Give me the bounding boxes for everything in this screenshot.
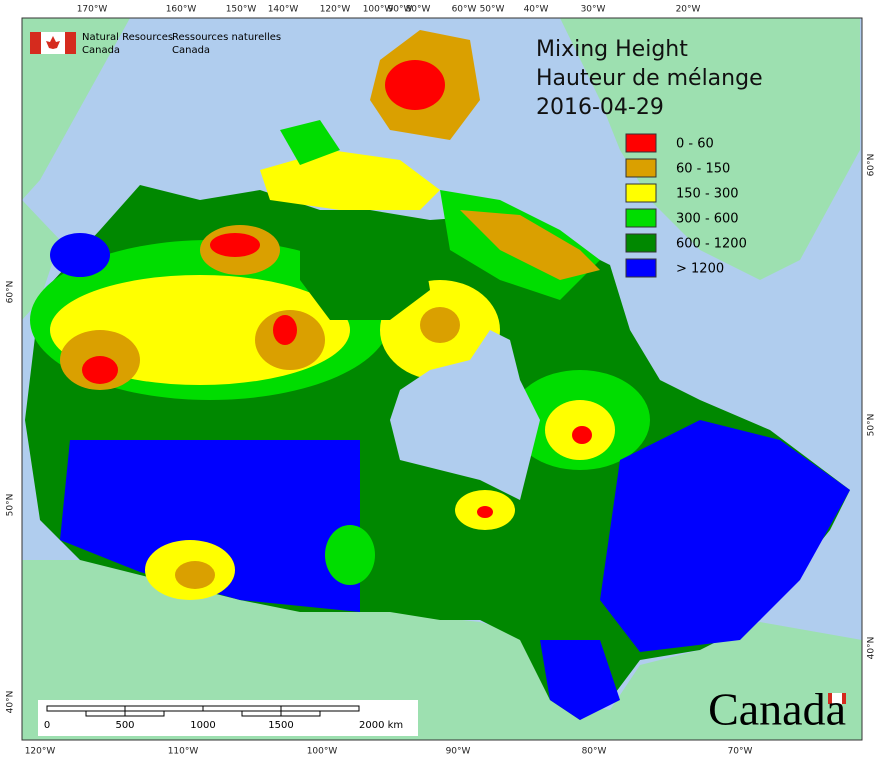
- scale-label: 2000 km: [359, 720, 403, 731]
- lon-label: 160°W: [166, 5, 197, 15]
- lon-label: 150°W: [226, 5, 257, 15]
- legend-label: > 1200: [676, 262, 724, 277]
- legend-swatch: [625, 158, 657, 178]
- zone: [210, 233, 260, 257]
- scale-seg: [241, 710, 282, 717]
- lon-label: 40°W: [524, 5, 549, 15]
- lon-label: 90°W: [388, 5, 413, 15]
- legend-swatch: [625, 208, 657, 228]
- zone: [460, 210, 600, 280]
- flag-band: [65, 32, 76, 54]
- scale-seg: [202, 705, 282, 712]
- flag-band: [842, 693, 846, 704]
- alaska: [22, 18, 130, 200]
- lon-label: 20°W: [676, 5, 701, 15]
- zone: [385, 60, 445, 110]
- zone: [600, 420, 850, 652]
- zone: [273, 315, 297, 345]
- map: [22, 18, 862, 740]
- scale-seg: [280, 705, 360, 712]
- legend-swatch: [625, 233, 657, 253]
- legend-label: 600 - 1200: [676, 237, 747, 252]
- lon-label: 100°W: [307, 747, 338, 757]
- zone: [60, 440, 360, 612]
- title-line: Mixing Height: [536, 37, 688, 62]
- lon-label: 80°W: [406, 5, 431, 15]
- scale-seg: [85, 710, 126, 717]
- zone: [572, 426, 592, 444]
- zone: [477, 506, 493, 518]
- scale-label: 1500: [268, 720, 293, 731]
- frame: [21, 17, 863, 741]
- lon-label: 120°W: [320, 5, 351, 15]
- legend-label: 0 - 60: [676, 137, 714, 152]
- zone: [325, 525, 375, 585]
- lon-label: 120°W: [25, 747, 56, 757]
- lon-label: 170°W: [77, 5, 108, 15]
- title-line: Hauteur de mélange: [536, 66, 763, 91]
- lon-label: 100°W: [363, 5, 394, 15]
- island: [260, 150, 440, 210]
- lon-label: 140°W: [268, 5, 299, 15]
- lon-label: 60°W: [452, 5, 477, 15]
- lon-label: 110°W: [168, 747, 199, 757]
- scale-label: 1000: [190, 720, 215, 731]
- island: [300, 210, 430, 320]
- legend-swatch: [625, 183, 657, 203]
- zone: [175, 561, 215, 589]
- agency-fr: Ressources naturelles: [172, 32, 281, 43]
- agency-en: Canada: [82, 45, 120, 56]
- wordmark-flag: [828, 693, 846, 704]
- lon-label: 70°W: [728, 747, 753, 757]
- flag-band: [30, 32, 41, 54]
- island: [280, 120, 340, 165]
- title: Mixing Height Hauteur de mélange 2016-04-2…: [536, 37, 763, 120]
- scale-label: 0: [44, 720, 50, 731]
- agency-en: Natural Resources: [82, 32, 173, 43]
- zone: [82, 356, 118, 384]
- lat-label: 40°N: [867, 637, 877, 660]
- scale-bar: 0 500 1000 1500 2000 km: [38, 700, 418, 736]
- zone: [540, 640, 620, 720]
- lon-label: 90°W: [446, 747, 471, 757]
- maple-leaf: [46, 36, 60, 49]
- agency-fr: Canada: [172, 45, 210, 56]
- scale-seg: [124, 705, 204, 712]
- legend-label: 150 - 300: [676, 187, 739, 202]
- lat-label: 50°N: [867, 414, 877, 437]
- lon-label: 30°W: [581, 5, 606, 15]
- legend-label: 300 - 600: [676, 212, 739, 227]
- title-line: 2016-04-29: [536, 95, 664, 120]
- zone: [420, 307, 460, 343]
- hudson-bay: [390, 330, 540, 500]
- lon-label: 80°W: [582, 747, 607, 757]
- lat-label: 60°N: [867, 154, 877, 177]
- alaska-south: [22, 200, 60, 320]
- lat-label: 60°N: [6, 281, 16, 304]
- legend-swatch: [625, 258, 657, 278]
- graticule-labels: 170°W 160°W 150°W 140°W 120°W 100°W90°W80°W 60…: [6, 5, 877, 757]
- usa: [22, 560, 862, 740]
- lat-label: 40°N: [6, 691, 16, 714]
- zone: [50, 233, 110, 277]
- scale-seg: [124, 710, 165, 717]
- legend: 0 - 60 60 - 150 150 - 300 300 - 600 600 - 12…: [625, 133, 747, 278]
- flag-band: [828, 693, 832, 704]
- legend-swatch: [625, 133, 657, 153]
- scale-label: 500: [115, 720, 134, 731]
- wordmark: Canada: [708, 684, 846, 735]
- scale-seg: [46, 705, 126, 712]
- scale-seg: [280, 710, 321, 717]
- lon-label: 50°W: [480, 5, 505, 15]
- greenland: [560, 18, 860, 280]
- lat-label: 50°N: [6, 494, 16, 517]
- legend-label: 60 - 150: [676, 162, 730, 177]
